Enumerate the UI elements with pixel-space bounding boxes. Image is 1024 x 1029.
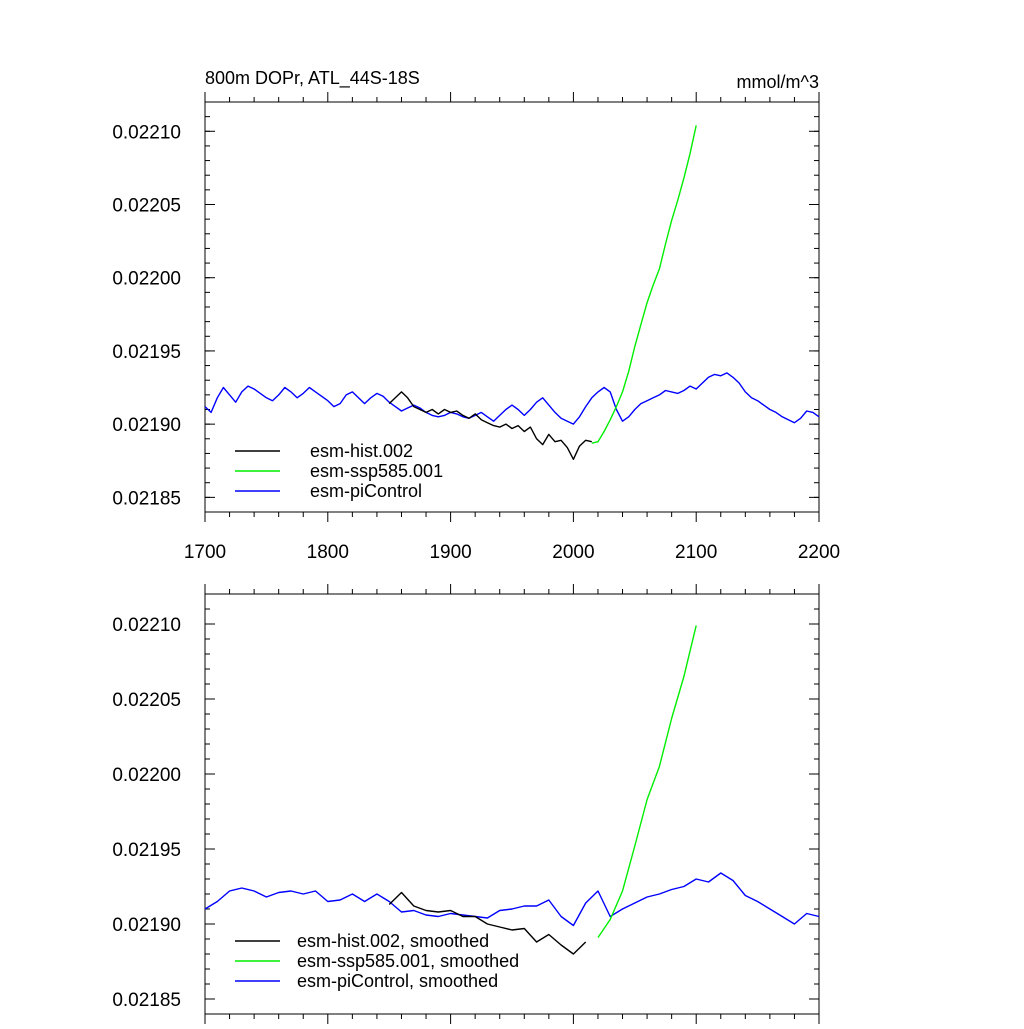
series-esm-hist-002 [388,391,592,460]
y-tick-label: 0.02190 [112,915,181,936]
legend-label: esm-hist.002, smoothed [297,931,489,951]
bottom-panel: 0.02185 0.02190 0.02195 0.02200 0.02205 0.022… [112,584,820,1024]
series-esm-picontrol [204,372,820,425]
y-tick-label: 0.02195 [112,840,181,861]
x-tick-label: 1800 [307,542,349,563]
y-tick-label: 0.02205 [112,196,181,217]
units-label: mmol/m^3 [737,72,819,92]
y-tick-label: 0.02210 [112,615,181,636]
chart-title: 800m DOPr, ATL_44S-18S [205,68,420,89]
legend-label: esm-piControl [310,481,422,501]
y-tick-label: 0.02185 [112,990,181,1011]
x-tick-label: 1900 [429,542,471,563]
axis-ticks [204,92,820,522]
y-axis-labels: 0.02185 0.02190 0.02195 0.02200 0.02205 0.022… [112,615,181,1011]
x-tick-label: 2000 [552,542,594,563]
axis-ticks [204,584,820,1024]
y-tick-label: 0.02210 [112,122,181,143]
legend-label: esm-ssp585.001, smoothed [297,951,519,971]
y-tick-label: 0.02185 [112,488,181,509]
series-esm-ssp585-001 [591,125,697,444]
legend-label: esm-piControl, smoothed [297,971,498,991]
x-axis-labels: 1700 1800 1900 2000 2100 2200 [184,542,840,563]
y-tick-label: 0.02205 [112,690,181,711]
series-esm-hist-002-smoothed [388,891,587,955]
y-tick-label: 0.02200 [112,765,181,786]
y-tick-label: 0.02190 [112,415,181,436]
series-lines [204,125,820,460]
y-tick-label: 0.02195 [112,342,181,363]
legend-label: esm-ssp585.001 [310,461,443,481]
series-esm-picontrol-smoothed [204,872,820,927]
y-axis-labels: 0.02185 0.02190 0.02195 0.02200 0.02205 0.022… [112,122,181,509]
x-tick-label: 2200 [798,542,840,563]
top-panel: 800m DOPr, ATL_44S-18S mmol/m^3 0.021850… [112,68,840,563]
x-tick-label: 1700 [184,542,226,563]
series-esm-ssp585-001-smoothed [597,625,697,938]
y-tick-label: 0.02200 [112,269,181,290]
x-tick-label: 2100 [675,542,717,563]
series-lines [204,625,820,955]
legend-label: esm-hist.002 [310,441,413,461]
